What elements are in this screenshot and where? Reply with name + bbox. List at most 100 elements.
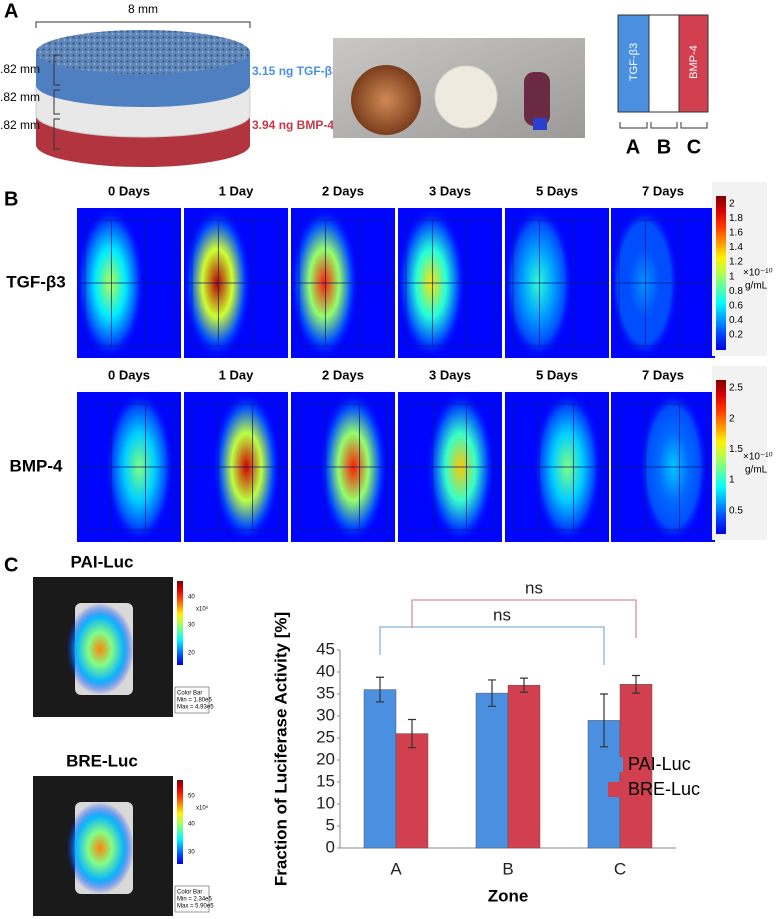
y-tick-label: 5 [326, 815, 335, 834]
y-tick-label: 10 [316, 793, 335, 812]
error-bar [520, 677, 528, 693]
bar [619, 684, 653, 849]
lum-legend-text: Color Bar [177, 691, 202, 697]
day-label: 0 Days [108, 367, 150, 382]
lum-scale: x10⁵ [196, 606, 209, 613]
bmp-dose: 3.94 ng BMP-4 [252, 118, 334, 132]
zone-b [648, 14, 680, 113]
lum-tick: 30 [188, 850, 195, 856]
colorbar-tick: 1 [729, 271, 735, 282]
colorbar-tick: 1 [729, 475, 735, 486]
colorbar-tick: 1.4 [729, 242, 743, 253]
colorbar-tick: 0.5 [729, 505, 743, 516]
scaffold-face [434, 65, 498, 129]
colorbar-tick: 2 [729, 413, 735, 424]
colorbar-tick: 0.2 [729, 329, 743, 340]
day-label: 2 Days [322, 183, 364, 198]
bar [363, 689, 397, 849]
day-label: 3 Days [429, 183, 471, 198]
significance-label: ns [493, 605, 511, 624]
thickness-label: 1.82 mm [0, 118, 40, 132]
thickness-brackets [53, 54, 60, 150]
legend-swatch [608, 782, 623, 797]
thickness-label: 1.82 mm [0, 90, 40, 104]
colorbar-scale: ×10⁻¹⁰ [743, 268, 773, 279]
zone-label: A [626, 136, 640, 158]
row-label: TGF-β3 [6, 272, 65, 291]
error-bar [488, 679, 496, 707]
penny [351, 65, 421, 135]
panel-label: B [4, 188, 18, 210]
zone-label: C [687, 136, 701, 158]
bracket [35, 21, 251, 28]
colorbar [716, 196, 726, 350]
legend-label: BRE-Luc [628, 779, 700, 799]
image-title: PAI-Luc [71, 552, 134, 571]
day-label: 2 Days [322, 367, 364, 382]
scaffold-base [533, 118, 547, 130]
y-tick-label: 45 [316, 639, 335, 658]
day-label: 7 Days [642, 367, 684, 382]
day-label: 1 Day [219, 367, 254, 382]
colorbar-tick: 1.2 [729, 257, 743, 268]
image-title: BRE-Luc [66, 751, 138, 770]
error-bar [408, 718, 416, 749]
y-tick-label: 20 [316, 749, 335, 768]
colorbar [716, 380, 726, 534]
colorbar-scale: ×10⁻¹⁰ [743, 452, 773, 463]
significance-bracket [411, 599, 637, 638]
colorbar-unit: g/mL [745, 465, 768, 476]
lum-tick: 50 [188, 794, 195, 800]
bar [395, 733, 429, 849]
error-bar [600, 693, 608, 748]
panel-label: C [4, 554, 18, 576]
zone-a-label: TGF-β3 [628, 43, 640, 81]
lum-legend [174, 686, 210, 714]
colorbar-tick: 0.8 [729, 286, 743, 297]
lum-tick: 30 [188, 623, 195, 629]
legend-label: PAI-Luc [628, 754, 691, 774]
y-tick-label: 30 [316, 705, 335, 724]
colorbar-unit: g/mL [745, 281, 768, 292]
colorbar-tick: 1.6 [729, 228, 743, 239]
panel-label: A [4, 0, 18, 22]
lum-tick: 40 [188, 595, 195, 601]
day-label: 1 Day [219, 183, 254, 198]
lum-legend-text: Max = 4.93e5 [177, 705, 214, 711]
y-axis-title: Fraction of Luciferase Activity [%] [271, 612, 290, 886]
colorbar-tick: 2.5 [729, 383, 743, 394]
lum-legend-text: Min = 2.34e5 [177, 897, 213, 903]
row-label: BMP-4 [10, 456, 63, 475]
lum-legend-text: Max = 5.90e5 [177, 904, 214, 910]
y-tick-label: 0 [326, 837, 335, 856]
day-label: 7 Days [642, 183, 684, 198]
diameter-label: 8 mm [128, 2, 158, 16]
y-tick-label: 15 [316, 771, 335, 790]
tgf-dose: 3.15 ng TGF-β3 [252, 64, 339, 78]
zone-c [678, 14, 709, 113]
colorbar-tick: 0.4 [729, 315, 743, 326]
lum-legend [174, 885, 210, 913]
error-bar [632, 674, 640, 694]
day-label: 5 Days [536, 367, 578, 382]
colorbar-tick: 0.6 [729, 300, 743, 311]
y-tick-label: 25 [316, 727, 335, 746]
zone-c-label: BMP-4 [688, 45, 700, 79]
x-axis-title: Zone [488, 886, 529, 905]
significance-label: ns [525, 578, 543, 597]
significance-bracket [379, 626, 605, 665]
luminescence [66, 603, 134, 695]
colorbar-tick: 1.5 [729, 444, 743, 455]
colorbar-tick: 1.8 [729, 213, 743, 224]
day-label: 3 Days [429, 367, 471, 382]
scaffold-side [524, 72, 550, 126]
lum-tick: 40 [188, 822, 195, 828]
bar [507, 684, 541, 849]
x-tick-label: C [614, 859, 626, 878]
y-tick-label: 40 [316, 661, 335, 680]
lum-colorbar [177, 581, 183, 665]
zone-label: B [657, 136, 671, 158]
legend-swatch [608, 757, 623, 772]
lum-legend-text: Color Bar [177, 890, 202, 896]
